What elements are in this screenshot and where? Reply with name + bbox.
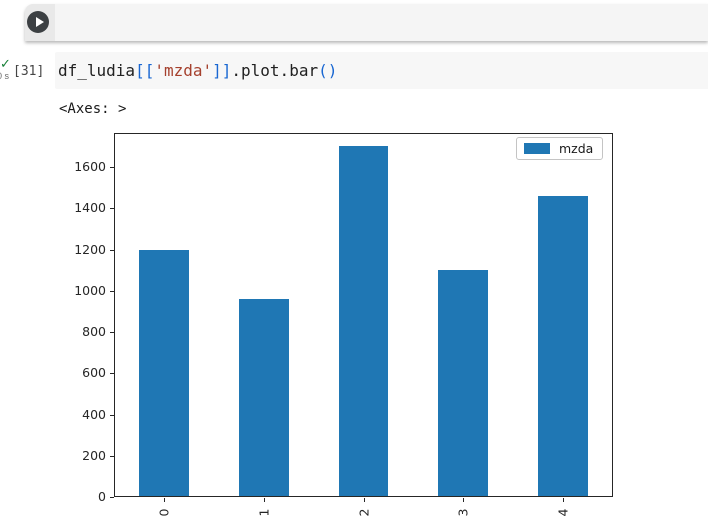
x-axis-tick [263,498,265,502]
code-editor[interactable] [55,52,708,89]
y-axis-tick-label: 400 [82,406,106,422]
y-axis-tick [110,373,114,375]
y-axis-tick-label: 1000 [74,282,106,298]
x-axis-tick-label: 1 [256,508,272,517]
execution-count: [31] [13,64,45,79]
bar [338,146,389,497]
y-axis-tick [110,414,114,416]
x-axis-tick [363,498,365,502]
cell-output-text: <Axes: > [59,101,127,117]
code-token-plain: df_ludia [58,61,136,80]
code-token-plain: .plot.bar [231,61,319,80]
legend: mzda [516,137,604,160]
execution-time: 0 s [0,71,10,81]
bar [138,249,189,497]
bar [538,195,589,497]
y-axis-tick-label: 1600 [74,159,106,175]
bar [238,299,289,497]
y-axis-tick [110,497,114,498]
x-axis-tick-label: 0 [156,508,172,517]
y-axis-tick-label: 0 [98,489,106,504]
legend-swatch [524,143,550,154]
run-cell-button[interactable] [27,11,49,33]
code-line[interactable]: df_ludia[['mzda']].plot.bar() [58,61,337,81]
code-token-string: 'mzda' [154,61,213,80]
x-axis-tick [463,498,465,502]
y-axis-tick [110,455,114,457]
code-token-bracket: [[ [135,61,155,80]
y-axis-tick-label: 1200 [74,241,106,257]
x-axis-tick [163,498,165,502]
y-axis-tick-label: 1400 [74,200,106,216]
legend-label: mzda [559,141,594,156]
checkmark-icon: ✓ [0,56,11,71]
play-icon [36,17,44,27]
y-axis-tick [110,208,114,210]
x-axis-tick-label: 2 [356,508,371,517]
y-axis-tick [110,167,114,169]
cell-toolbar [25,4,708,41]
y-axis-tick [110,249,114,251]
code-token-bracket: () [318,61,338,80]
y-axis-tick-label: 600 [82,365,106,381]
x-axis-tick [563,498,565,502]
y-axis-tick-label: 200 [82,447,106,463]
x-axis-tick-label: 3 [455,508,471,517]
y-axis-tick [110,332,114,333]
code-token-bracket: ]] [212,61,232,80]
y-axis-tick [110,290,114,292]
chart-output-image: mzda 0 200 400 600 800 1000 1200 1400 1600 0 1 2 3 4 [0,125,708,532]
y-axis-tick-label: 800 [82,324,106,339]
bar [438,270,489,497]
x-axis-tick-label: 4 [555,508,571,517]
